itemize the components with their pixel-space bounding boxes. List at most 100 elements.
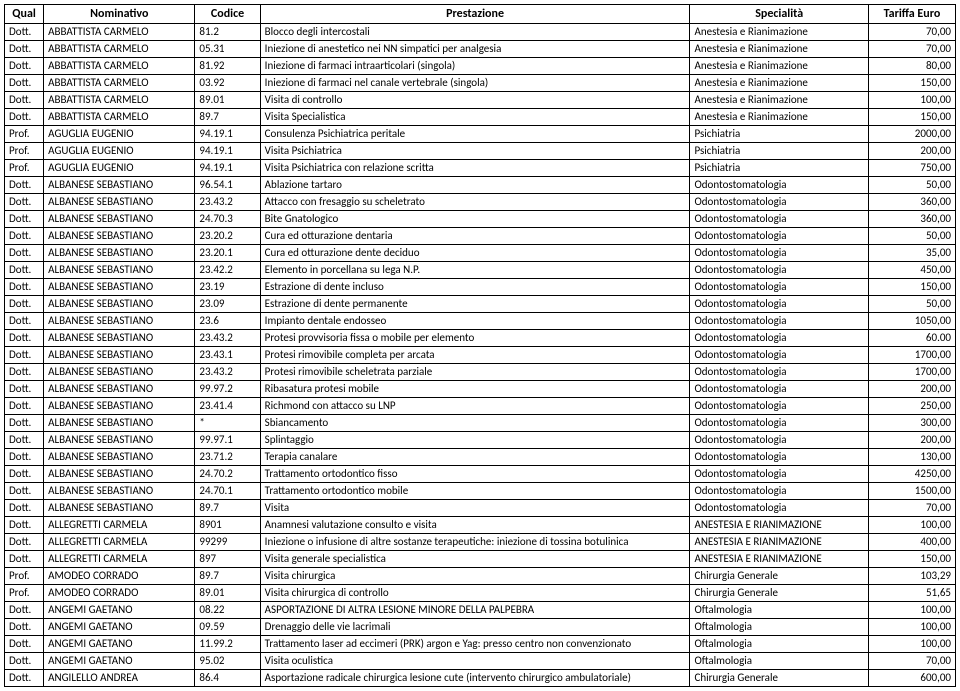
cell-prestazione: Protesi provvisoria fissa o mobile per e… — [260, 330, 690, 347]
cell-tariffa: 50,00 — [868, 296, 955, 313]
cell-qual: Dott. — [5, 381, 44, 398]
cell-specialita: Oftalmologia — [690, 653, 868, 670]
cell-tariffa: 150,00 — [868, 75, 955, 92]
cell-tariffa: 100,00 — [868, 619, 955, 636]
cell-qual: Prof. — [5, 126, 44, 143]
cell-codice: 23.43.2 — [195, 194, 260, 211]
cell-tariffa: 360,00 — [868, 194, 955, 211]
cell-qual: Dott. — [5, 347, 44, 364]
table-row: Prof.AGUGLIA EUGENIO94.19.1Visita Psichi… — [5, 143, 956, 160]
table-row: Dott.ABBATTISTA CARMELO05.31Iniezione di… — [5, 41, 956, 58]
cell-codice: 81.2 — [195, 24, 260, 41]
cell-qual: Dott. — [5, 432, 44, 449]
table-row: Dott.ALBANESE SEBASTIANO99.97.2Ribasatur… — [5, 381, 956, 398]
cell-prestazione: Visita oculistica — [260, 653, 690, 670]
cell-qual: Dott. — [5, 41, 44, 58]
cell-prestazione: Bite Gnatologico — [260, 211, 690, 228]
cell-tariffa: 2000,00 — [868, 126, 955, 143]
cell-codice: 23.20.1 — [195, 245, 260, 262]
cell-nominativo: ABBATTISTA CARMELO — [44, 58, 195, 75]
cell-specialita: Odontostomatologia — [690, 279, 868, 296]
cell-codice: 03.92 — [195, 75, 260, 92]
cell-prestazione: Visita chirurgica di controllo — [260, 585, 690, 602]
cell-specialita: Odontostomatologia — [690, 449, 868, 466]
cell-qual: Dott. — [5, 58, 44, 75]
cell-tariffa: 360,00 — [868, 211, 955, 228]
cell-tariffa: 200,00 — [868, 432, 955, 449]
cell-specialita: Odontostomatologia — [690, 194, 868, 211]
col-header-prestazione: Prestazione — [260, 5, 690, 24]
cell-qual: Dott. — [5, 619, 44, 636]
table-row: Dott.ABBATTISTA CARMELO81.92Iniezione di… — [5, 58, 956, 75]
cell-specialita: Odontostomatologia — [690, 262, 868, 279]
cell-tariffa: 150,00 — [868, 279, 955, 296]
cell-prestazione: Drenaggio delle vie lacrimali — [260, 619, 690, 636]
cell-qual: Dott. — [5, 313, 44, 330]
cell-tariffa: 70,00 — [868, 24, 955, 41]
cell-qual: Prof. — [5, 160, 44, 177]
table-row: Dott.ALBANESE SEBASTIANO23.71.2Terapia c… — [5, 449, 956, 466]
cell-specialita: Odontostomatologia — [690, 381, 868, 398]
cell-codice: 89.7 — [195, 500, 260, 517]
table-row: Dott.ALBANESE SEBASTIANO23.43.1Protesi r… — [5, 347, 956, 364]
cell-nominativo: ALBANESE SEBASTIANO — [44, 194, 195, 211]
table-row: Dott.ANGILELLO ANDREA86.4Asportazione ra… — [5, 670, 956, 687]
cell-qual: Dott. — [5, 364, 44, 381]
cell-nominativo: ALBANESE SEBASTIANO — [44, 262, 195, 279]
cell-qual: Dott. — [5, 500, 44, 517]
table-row: Dott.ALBANESE SEBASTIANO23.6Impianto den… — [5, 313, 956, 330]
cell-nominativo: ALBANESE SEBASTIANO — [44, 313, 195, 330]
cell-specialita: Odontostomatologia — [690, 330, 868, 347]
cell-prestazione: Ablazione tartaro — [260, 177, 690, 194]
cell-codice: 94.19.1 — [195, 160, 260, 177]
table-row: Dott.ALBANESE SEBASTIANO23.20.2Cura ed o… — [5, 228, 956, 245]
cell-codice: 8901 — [195, 517, 260, 534]
cell-codice: 23.19 — [195, 279, 260, 296]
table-header-row: Qual Nominativo Codice Prestazione Speci… — [5, 5, 956, 24]
cell-tariffa: 150,00 — [868, 109, 955, 126]
cell-prestazione: Elemento in porcellana su lega N.P. — [260, 262, 690, 279]
cell-prestazione: Consulenza Psichiatrica peritale — [260, 126, 690, 143]
cell-prestazione: Impianto dentale endosseo — [260, 313, 690, 330]
cell-nominativo: ABBATTISTA CARMELO — [44, 24, 195, 41]
cell-qual: Dott. — [5, 228, 44, 245]
table-row: Prof.AMODEO CORRADO89.01Visita chirurgic… — [5, 585, 956, 602]
cell-qual: Dott. — [5, 653, 44, 670]
cell-qual: Dott. — [5, 398, 44, 415]
cell-prestazione: Ribasatura protesi mobile — [260, 381, 690, 398]
tariff-table: Qual Nominativo Codice Prestazione Speci… — [4, 4, 956, 687]
cell-qual: Dott. — [5, 602, 44, 619]
cell-codice: 23.43.2 — [195, 330, 260, 347]
cell-nominativo: ALBANESE SEBASTIANO — [44, 347, 195, 364]
cell-qual: Dott. — [5, 194, 44, 211]
cell-codice: 23.20.2 — [195, 228, 260, 245]
cell-prestazione: Visita generale specialistica — [260, 551, 690, 568]
cell-prestazione: Cura ed otturazione dente deciduo — [260, 245, 690, 262]
table-row: Dott.ANGEMI GAETANO09.59Drenaggio delle … — [5, 619, 956, 636]
cell-qual: Dott. — [5, 75, 44, 92]
cell-prestazione: Estrazione di dente incluso — [260, 279, 690, 296]
cell-codice: 23.43.1 — [195, 347, 260, 364]
cell-tariffa: 70,00 — [868, 41, 955, 58]
cell-nominativo: ALLEGRETTI CARMELA — [44, 551, 195, 568]
cell-nominativo: ALBANESE SEBASTIANO — [44, 279, 195, 296]
cell-codice: 89.7 — [195, 109, 260, 126]
cell-tariffa: 300,00 — [868, 415, 955, 432]
cell-specialita: Chirurgia Generale — [690, 670, 868, 687]
cell-specialita: Chirurgia Generale — [690, 585, 868, 602]
cell-codice: 89.01 — [195, 585, 260, 602]
cell-prestazione: Iniezione di anestetico nei NN simpatici… — [260, 41, 690, 58]
cell-specialita: Odontostomatologia — [690, 398, 868, 415]
table-row: Dott.ALBANESE SEBASTIANO24.70.3Bite Gnat… — [5, 211, 956, 228]
cell-qual: Prof. — [5, 585, 44, 602]
cell-prestazione: ASPORTAZIONE DI ALTRA LESIONE MINORE DEL… — [260, 602, 690, 619]
cell-prestazione: Visita Specialistica — [260, 109, 690, 126]
cell-specialita: Anestesia e Rianimazione — [690, 58, 868, 75]
cell-specialita: ANESTESIA E RIANIMAZIONE — [690, 517, 868, 534]
table-row: Dott.ANGEMI GAETANO95.02Visita oculistic… — [5, 653, 956, 670]
cell-specialita: Odontostomatologia — [690, 228, 868, 245]
cell-codice: 89.7 — [195, 568, 260, 585]
cell-tariffa: 35,00 — [868, 245, 955, 262]
table-row: Prof.AGUGLIA EUGENIO94.19.1Consulenza Ps… — [5, 126, 956, 143]
cell-qual: Dott. — [5, 262, 44, 279]
